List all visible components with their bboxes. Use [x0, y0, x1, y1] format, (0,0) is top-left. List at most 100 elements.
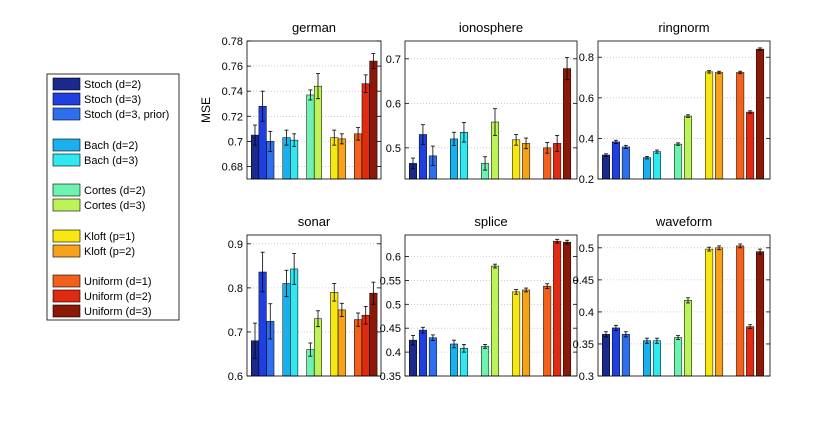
panel-title: sonar — [298, 214, 331, 229]
panel-waveform: 0.3 0.35 0.4 0.45 0.5 waveform — [573, 214, 771, 383]
bar — [736, 245, 745, 377]
y-tick-label: 0.7 — [228, 327, 243, 339]
legend-label: Cortes (d=2) — [84, 185, 145, 197]
axes-frame — [246, 40, 382, 180]
bar — [354, 133, 363, 180]
y-tick-label: 0.76 — [222, 61, 243, 73]
y-tick-label: 0.4 — [386, 347, 401, 359]
panel-ionosphere: 0.5 0.6 0.7 ionosphere — [386, 20, 578, 180]
legend-swatch — [52, 304, 81, 318]
y-tick-label: 0.4 — [579, 307, 594, 319]
legend-label: Bach (d=2) — [84, 140, 138, 152]
y-tick-label: 0.7 — [386, 54, 401, 66]
axes-frame — [404, 40, 578, 180]
panel-ringnorm: 0.2 0.4 0.6 0.8 ringnorm — [579, 20, 771, 186]
bar — [290, 268, 299, 377]
legend-label: Uniform (d=2) — [84, 291, 152, 303]
y-tick-label: 0.8 — [228, 283, 243, 295]
panel-title: ringnorm — [658, 20, 709, 35]
bar — [563, 241, 572, 377]
bar — [674, 337, 683, 377]
y-tick-label: 0.78 — [222, 36, 243, 48]
y-tick-label: 0.6 — [228, 371, 243, 383]
legend-swatch — [52, 229, 81, 243]
bar — [611, 141, 620, 180]
bar — [553, 240, 562, 377]
bar — [522, 289, 531, 377]
bar — [643, 157, 651, 180]
y-tick-label: 0.5 — [386, 143, 401, 155]
legend-label: Uniform (d=1) — [84, 276, 152, 288]
panel-splice: 0.35 0.4 0.45 0.5 0.55 0.6 splice — [380, 214, 578, 383]
legend-label: Uniform (d=3) — [84, 306, 152, 318]
legend-label: Cortes (d=3) — [84, 200, 145, 212]
y-tick-label: 0.9 — [228, 239, 243, 251]
y-tick-label: 0.3 — [579, 371, 594, 383]
legend-swatch — [52, 289, 81, 303]
axes-frame — [597, 40, 771, 180]
bar — [736, 72, 745, 180]
y-tick-label: 0.6 — [386, 98, 401, 110]
panel-title: splice — [474, 214, 507, 229]
bar — [652, 340, 661, 377]
legend-label: Stoch (d=3) — [84, 94, 141, 106]
bar — [314, 85, 322, 180]
bar — [746, 111, 755, 180]
panel-title: ionosphere — [459, 20, 523, 35]
y-tick-label: 0.7 — [228, 136, 243, 148]
legend-swatch — [52, 244, 81, 258]
bar — [418, 329, 427, 377]
bar — [756, 251, 765, 377]
y-tick-label: 0.35 — [573, 339, 594, 351]
bar — [563, 68, 572, 180]
legend-label: Kloft (p=2) — [84, 246, 135, 258]
bar — [282, 283, 291, 377]
bar — [621, 146, 630, 180]
axes-frame — [246, 234, 382, 377]
legend-swatch — [52, 183, 81, 197]
y-tick-label: 0.2 — [579, 174, 594, 186]
bar — [369, 292, 378, 377]
axes-frame — [597, 234, 771, 377]
legend-label: Stoch (d=3, prior) — [84, 109, 169, 121]
bar — [621, 334, 630, 377]
panel-sonar: 0.6 0.7 0.8 0.9 sonar — [228, 214, 382, 383]
bar — [705, 248, 714, 377]
bar — [354, 319, 363, 377]
bar — [715, 247, 724, 377]
y-tick-label: 0.6 — [579, 93, 594, 105]
y-tick-label: 0.5 — [579, 243, 594, 255]
y-tick-label: 0.55 — [380, 275, 401, 287]
chart-panels: 0.680.70.720.740.760.78germanMSE0.50.60.… — [199, 20, 771, 383]
bar — [409, 339, 417, 377]
legend-swatch — [52, 77, 81, 91]
bar — [512, 139, 521, 180]
panel-title: waveform — [655, 214, 712, 229]
bar — [369, 60, 378, 180]
axes-frame — [404, 234, 578, 377]
bar — [602, 154, 610, 180]
bar — [715, 72, 724, 180]
bar — [602, 334, 610, 377]
bar — [705, 71, 714, 180]
bar — [314, 318, 322, 377]
legend-label: Kloft (p=1) — [84, 231, 135, 243]
bar — [684, 115, 692, 180]
panel-title: german — [292, 20, 336, 35]
y-tick-label: 0.45 — [380, 323, 401, 335]
legend-swatch — [52, 92, 81, 106]
panel-german: 0.68 0.7 0.72 0.74 0.76 0.78 german MSE — [199, 20, 382, 180]
bar — [652, 151, 661, 180]
bar — [330, 292, 339, 377]
legend: Stoch (d=2) Stoch (d=3) Stoch (d=3, prior)… — [46, 73, 180, 321]
bar — [643, 340, 651, 377]
y-tick-label: 0.6 — [386, 252, 401, 264]
legend-label: Stoch (d=2) — [84, 79, 141, 91]
y-tick-label: 0.8 — [579, 52, 594, 64]
bar — [450, 343, 458, 377]
bar — [746, 326, 755, 377]
bar — [337, 309, 346, 377]
legend-swatch — [52, 274, 81, 288]
bar — [684, 300, 692, 377]
